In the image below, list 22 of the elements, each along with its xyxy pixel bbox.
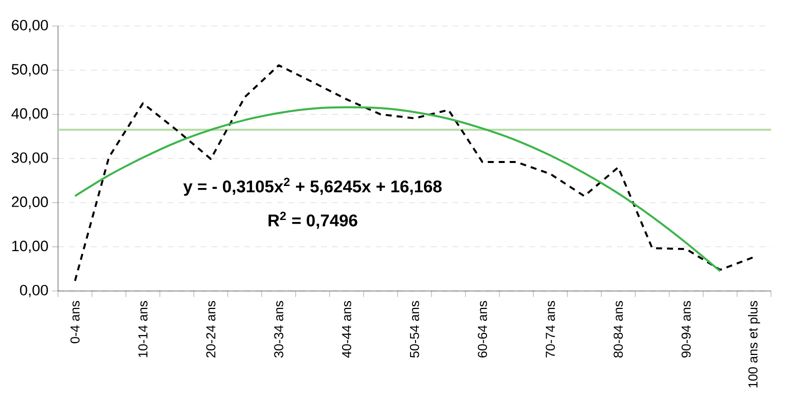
- x-tick-label: 50-54 ans: [410, 300, 420, 358]
- x-tick-label: 100 ans et plus: [748, 300, 760, 388]
- x-tick-label: 70-74 ans: [546, 300, 555, 358]
- y-tick-label: 40,00: [11, 108, 48, 120]
- x-tick-label: 60-64 ans: [478, 300, 488, 358]
- y-tick-label: 30,00: [12, 152, 48, 165]
- y-tick-label: 60,00: [12, 20, 48, 32]
- line-series: [74, 64, 756, 282]
- x-tick-label: 10-14 ans: [138, 300, 148, 358]
- x-tick-label: 20-24 ans: [206, 300, 216, 358]
- x-tick-label: 80-84 ans: [614, 300, 623, 358]
- y-tick-label: 10,00: [12, 240, 48, 253]
- x-tick-label: 90-94 ans: [682, 300, 691, 358]
- annotation: R$^{2}$ = 0,7496: [268, 212, 358, 229]
- line-series: [74, 106, 722, 272]
- y-tick-label: 0,00: [20, 284, 48, 298]
- annotation: y = - 0,3105x$^{2}$ + 5,6245x + 16,168: [183, 178, 442, 196]
- y-tick-label: 50,00: [12, 64, 48, 76]
- x-tick-label: 0-4 ans: [70, 300, 80, 344]
- x-tick-label: 30-34 ans: [274, 300, 284, 358]
- y-tick-label: 20,00: [12, 196, 48, 209]
- x-tick-label: 40-44 ans: [342, 300, 352, 358]
